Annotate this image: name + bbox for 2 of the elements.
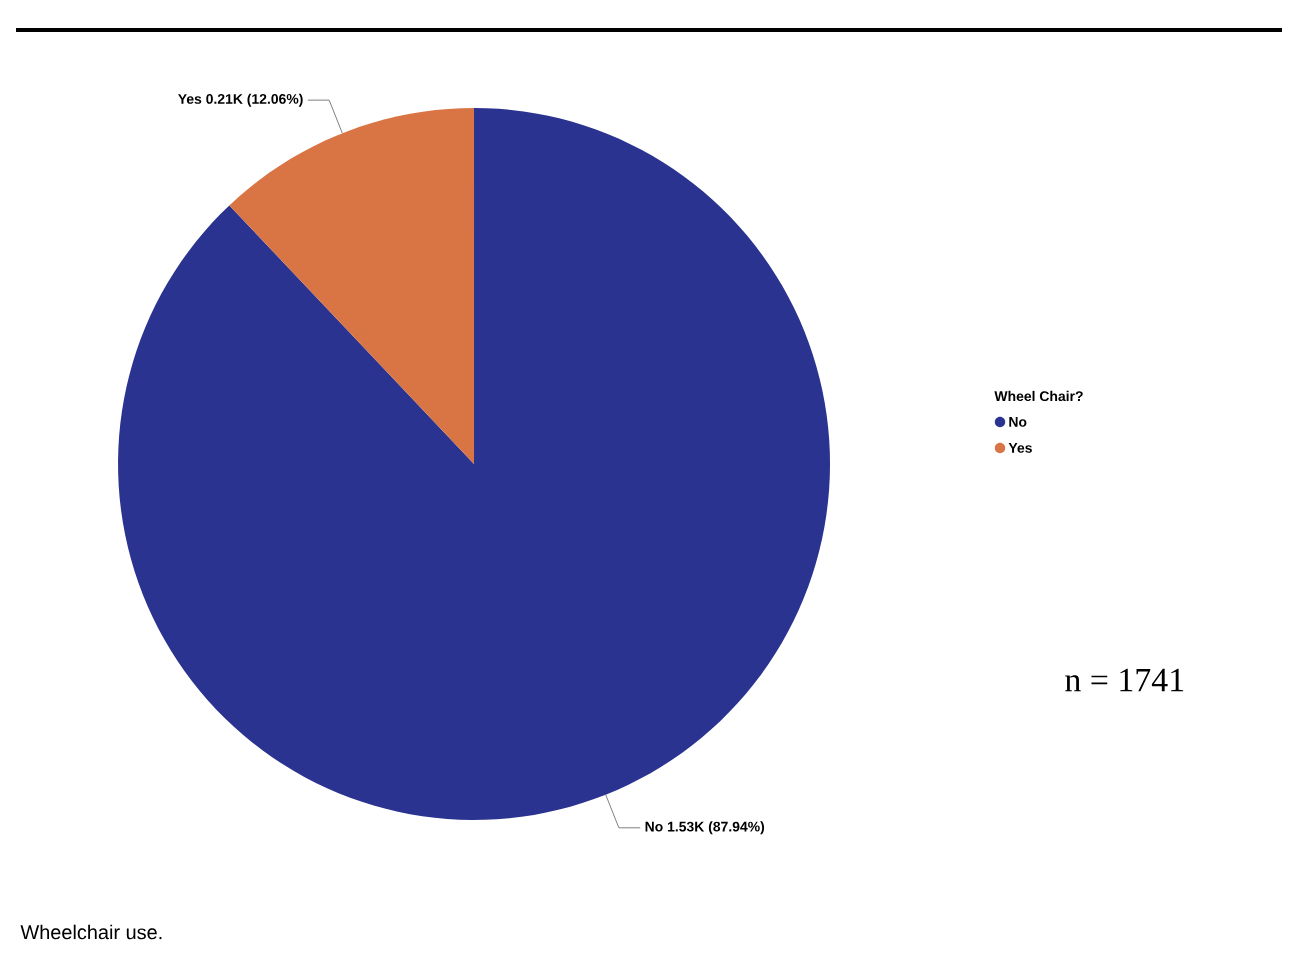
text: n = 1741 (1065, 668, 1184, 692)
text: Wheelchair use. (20, 924, 162, 940)
